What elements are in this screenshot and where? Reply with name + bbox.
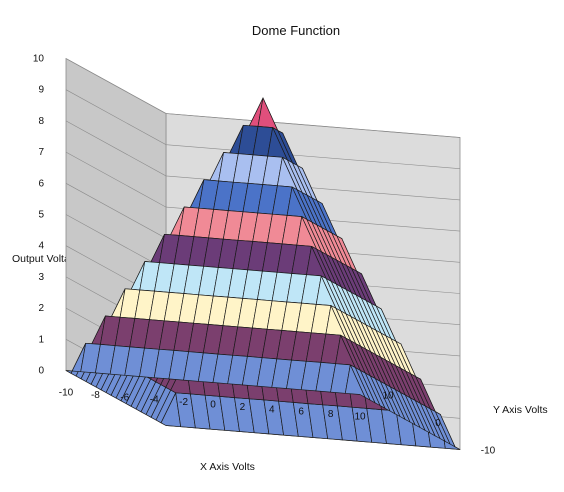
surface-facet <box>344 364 366 398</box>
z-tick-label: 8 <box>38 116 44 127</box>
surface-mesh <box>65 97 461 450</box>
z-tick-label: 3 <box>38 272 44 283</box>
x-tick-label: -8 <box>91 390 100 401</box>
axis-ticks: 0 1 2 3 4 5 6 7 8 9 10 -10 -8 -6 -4 -2 0 2 4 6 8 10 -10 0 10 <box>33 54 496 457</box>
x-tick-label: 4 <box>269 404 275 415</box>
x-tick-label: -6 <box>120 392 129 403</box>
z-gridline <box>65 58 461 138</box>
x-tick-label: 8 <box>328 409 334 420</box>
y-tick-label: 10 <box>382 391 394 402</box>
z-tick-label: 6 <box>38 178 44 189</box>
z-tick-label: 0 <box>38 366 44 377</box>
y-tick-label: 0 <box>435 418 441 429</box>
z-axis-label: Output Voltage <box>12 253 82 265</box>
z-tick-label: 10 <box>33 54 45 65</box>
z-gridline <box>65 151 461 232</box>
z-tick-label: 2 <box>38 303 44 314</box>
z-tick-label: 9 <box>38 85 44 96</box>
x-tick-label: 0 <box>210 400 216 411</box>
z-gridline <box>65 89 461 169</box>
x-tick-label: 2 <box>240 402 246 413</box>
x-axis-label: X Axis Volts <box>200 461 255 473</box>
x-tick-label: -4 <box>150 395 159 406</box>
z-tick-label: 5 <box>38 210 44 221</box>
x-tick-label: -2 <box>179 397 188 408</box>
chart-title: Dome Function <box>252 23 340 38</box>
y-tick-label: -10 <box>481 446 496 457</box>
x-tick-label: 10 <box>354 412 366 423</box>
z-tick-label: 4 <box>38 241 44 252</box>
x-tick-label: -10 <box>59 388 74 399</box>
z-gridline <box>65 120 461 201</box>
z-tick-label: 7 <box>38 147 44 158</box>
y-axis-label: Y Axis Volts <box>493 404 548 416</box>
z-tick-label: 1 <box>38 334 44 345</box>
x-tick-label: 6 <box>298 407 304 418</box>
